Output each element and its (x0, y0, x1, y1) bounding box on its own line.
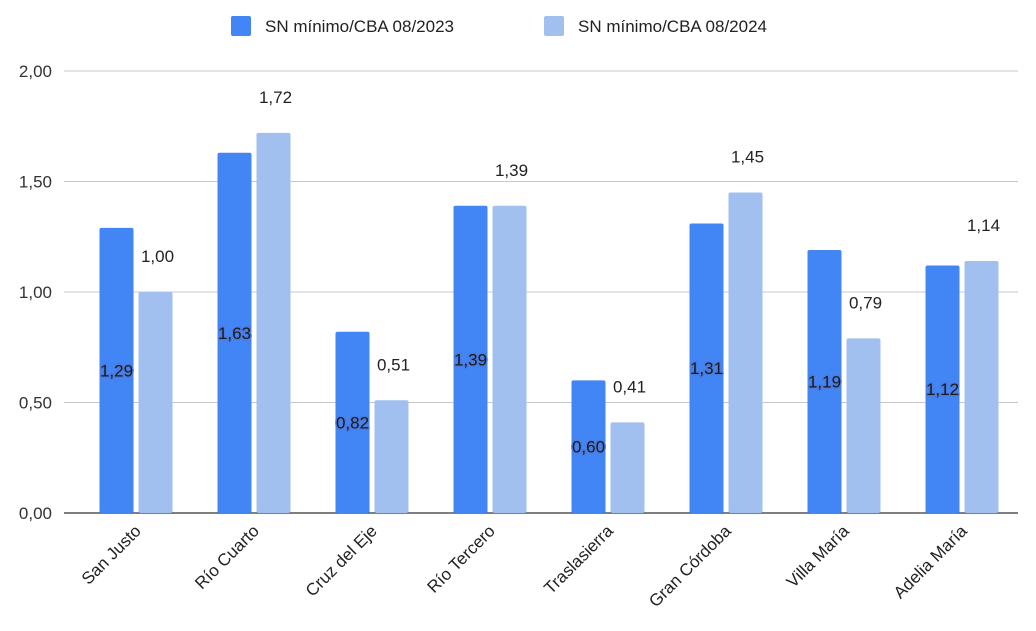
x-axis: San Justo Río Cuarto Cruz del Eje Río Terce… (78, 521, 971, 611)
data-label: 1,39 (495, 161, 528, 180)
data-label: 1,72 (259, 88, 292, 107)
legend-label: SN mínimo/CBA 08/2023 (265, 17, 454, 36)
y-axis: 0,00 0,50 1,00 1,50 2,00 (19, 62, 52, 523)
bar (374, 400, 409, 513)
bar (964, 261, 999, 513)
x-tick-label: Río Cuarto (191, 521, 263, 593)
legend-swatch (231, 16, 251, 36)
data-label: 1,31 (690, 359, 723, 378)
data-label: 1,12 (926, 380, 959, 399)
x-tick-label: Villa María (783, 521, 853, 591)
bar (492, 205, 527, 513)
data-label: 0,79 (849, 293, 882, 312)
legend: SN mínimo/CBA 08/2023 SN mínimo/CBA 08/20… (231, 16, 767, 36)
data-label: 0,60 (572, 438, 605, 457)
y-tick-label: 1,00 (19, 283, 52, 302)
x-tick-label: Río Tercero (423, 521, 498, 596)
bar (335, 331, 370, 513)
data-label: 1,19 (808, 373, 841, 392)
bar (138, 292, 173, 513)
legend-swatch (544, 16, 564, 36)
bar (846, 338, 881, 513)
data-label: 1,29 (100, 361, 133, 380)
bars (99, 132, 999, 514)
data-label: 1,45 (731, 148, 764, 167)
bar (610, 422, 645, 513)
data-label: 1,14 (967, 216, 1000, 235)
y-tick-label: 0,50 (19, 394, 52, 413)
data-label: 0,82 (336, 413, 369, 432)
y-tick-label: 2,00 (19, 62, 52, 81)
x-tick-label: Traslasierra (540, 521, 617, 598)
data-label: 1,39 (454, 350, 487, 369)
y-tick-label: 1,50 (19, 173, 52, 192)
legend-label: SN mínimo/CBA 08/2024 (578, 17, 767, 36)
bar (807, 250, 842, 513)
x-tick-label: Gran Córdoba (645, 521, 735, 611)
data-label: 0,51 (377, 355, 410, 374)
bar (571, 380, 606, 513)
data-label: 1,00 (141, 247, 174, 266)
y-tick-label: 0,00 (19, 504, 52, 523)
x-tick-label: Adelia María (890, 521, 971, 602)
x-tick-label: Cruz del Eje (302, 521, 381, 600)
data-labels: 1,29 1,00 1,63 1,72 0,82 0,51 1,39 1,39 0,60 0,41… (98, 88, 1000, 458)
bar (256, 132, 291, 513)
bar (689, 223, 724, 514)
bar (217, 152, 252, 513)
data-label: 1,63 (218, 324, 251, 343)
bar (925, 265, 960, 513)
data-label: 0,41 (613, 377, 646, 396)
x-tick-label: San Justo (78, 521, 145, 588)
bar (99, 227, 134, 513)
bar (453, 205, 488, 513)
bar (728, 192, 763, 514)
